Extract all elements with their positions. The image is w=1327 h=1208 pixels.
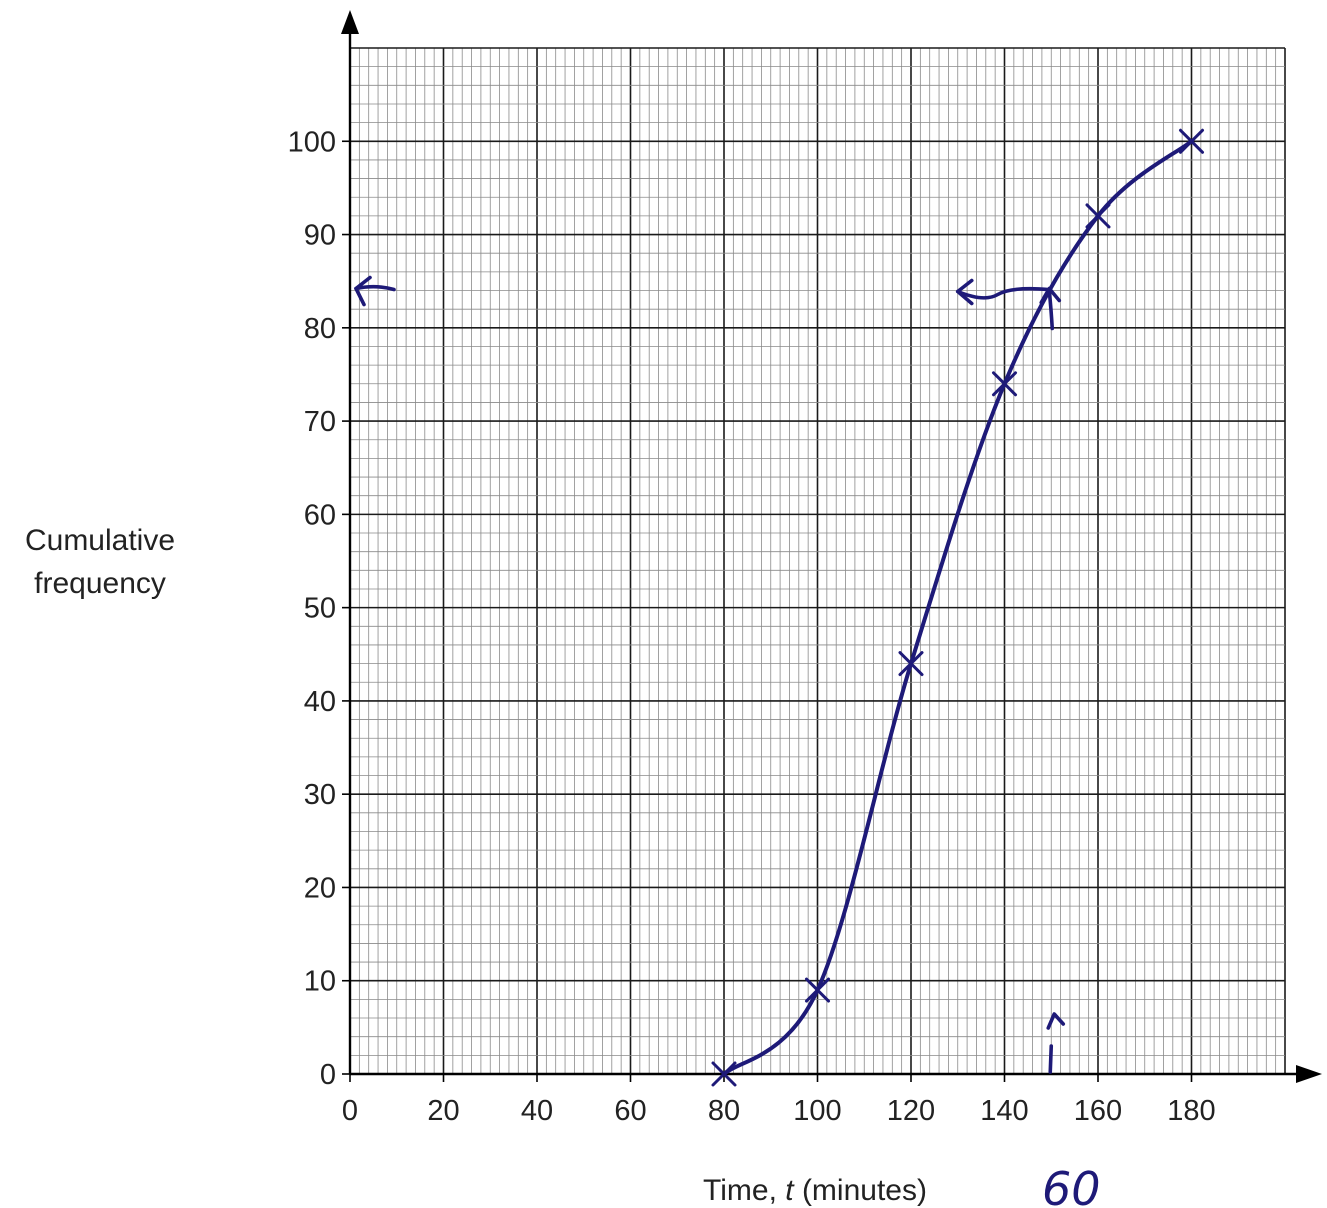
y-tick-label: 40 xyxy=(304,686,336,718)
x-tick-label: 100 xyxy=(793,1095,841,1127)
reading-annotations xyxy=(354,275,1066,1074)
x-tick-label: 180 xyxy=(1167,1095,1215,1127)
x-tick-label: 20 xyxy=(427,1095,459,1127)
y-axis-title-line-1: Cumulative xyxy=(25,524,175,557)
tick-labels: 0 20 40 60 80 100 120 140 160 180 0 10 20 30 40 50 60 70 8… xyxy=(288,126,1216,1127)
data-point-cross xyxy=(898,651,924,677)
data-point-cross xyxy=(805,977,830,1003)
y-tick-label: 30 xyxy=(304,779,336,811)
reading-up-arrow-base xyxy=(1048,1044,1054,1074)
y-tick-label: 10 xyxy=(304,966,336,998)
axis-reading-arrow xyxy=(354,284,396,292)
axes xyxy=(341,10,1322,1083)
y-tick-label: 20 xyxy=(304,872,336,904)
x-axis-title: Time, t (minutes) xyxy=(703,1174,927,1207)
reading-up-arrowhead xyxy=(1046,1012,1066,1030)
y-tick-label: 60 xyxy=(304,499,336,531)
data-point-cross xyxy=(711,1061,737,1087)
x-tick-label: 140 xyxy=(980,1095,1028,1127)
y-tick-label: 50 xyxy=(304,593,336,625)
grid xyxy=(349,47,1286,1075)
handwritten-answer-60: 60 xyxy=(1042,1162,1101,1208)
data-point-cross xyxy=(992,371,1017,397)
y-tick-label: 90 xyxy=(304,220,336,252)
cumulative-frequency-curve xyxy=(711,128,1204,1087)
x-tick-label: 60 xyxy=(614,1095,646,1127)
y-axis-arrowhead xyxy=(341,10,359,34)
y-tick-label: 0 xyxy=(320,1059,336,1091)
x-tick-label: 40 xyxy=(521,1095,553,1127)
x-axis-arrowhead xyxy=(1296,1065,1322,1083)
data-point-cross xyxy=(1085,203,1111,229)
y-axis-title-line-2: frequency xyxy=(34,567,166,600)
y-tick-label: 70 xyxy=(304,406,336,438)
reading-horizontal-arrowhead xyxy=(955,278,974,306)
axis-reading-arrowhead xyxy=(354,275,372,307)
reading-horizontal-arrow xyxy=(955,286,1051,300)
x-tick-label: 0 xyxy=(342,1095,358,1127)
y-tick-label: 80 xyxy=(304,313,336,345)
x-tick-label: 160 xyxy=(1074,1095,1122,1127)
data-point-cross xyxy=(1179,128,1204,154)
x-tick-label: 120 xyxy=(887,1095,935,1127)
reading-vertical-arrow xyxy=(1047,288,1055,331)
y-tick-label: 100 xyxy=(288,126,336,158)
x-tick-label: 80 xyxy=(708,1095,740,1127)
